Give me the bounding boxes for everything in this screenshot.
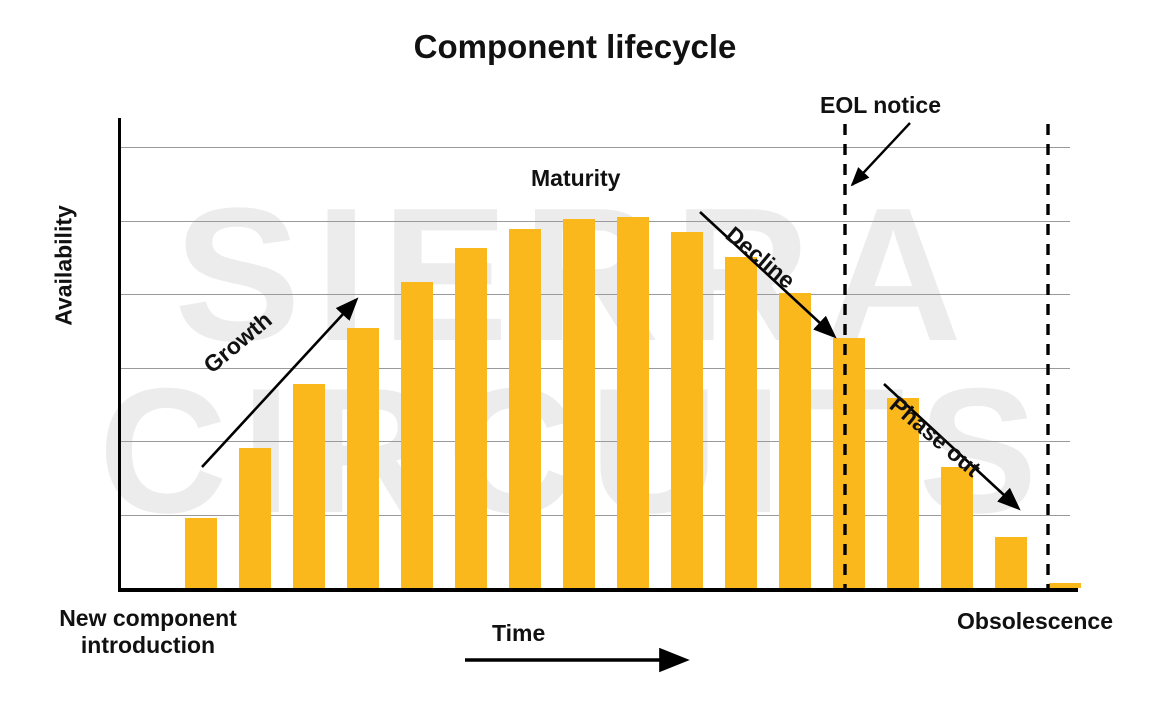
bar xyxy=(509,229,541,588)
chart-title: Component lifecycle xyxy=(413,28,737,65)
bar xyxy=(293,383,325,588)
gridline xyxy=(120,441,1070,442)
start-label: New component introduction xyxy=(28,605,268,658)
gridline xyxy=(120,367,1070,369)
bar xyxy=(779,293,811,588)
maturity-label: Maturity xyxy=(531,165,621,191)
x-axis-line xyxy=(118,588,1078,592)
bar xyxy=(941,467,973,588)
bar xyxy=(239,448,271,588)
x-axis-title: Time xyxy=(492,620,546,646)
gridline xyxy=(120,294,1070,295)
bar xyxy=(563,219,595,588)
bar xyxy=(671,232,703,588)
bar xyxy=(1049,582,1081,588)
bar xyxy=(617,216,649,588)
bar xyxy=(833,338,865,588)
gridline xyxy=(120,147,1070,148)
bar xyxy=(725,257,757,588)
bar xyxy=(185,518,217,588)
start-label-line-1: New component xyxy=(59,605,237,631)
gridline xyxy=(120,514,1070,516)
eol-notice-label: EOL notice xyxy=(820,92,941,118)
bar-series xyxy=(120,118,1081,590)
bar xyxy=(995,537,1027,588)
y-axis-title: Availability xyxy=(50,205,77,326)
bar xyxy=(401,282,433,588)
gridline xyxy=(120,220,1070,222)
bar xyxy=(347,327,379,588)
obsolescence-label: Obsolescence xyxy=(957,608,1113,634)
bar xyxy=(455,248,487,588)
plot-area xyxy=(120,118,1081,590)
y-axis-line xyxy=(118,118,121,590)
start-label-line-2: introduction xyxy=(80,631,216,658)
